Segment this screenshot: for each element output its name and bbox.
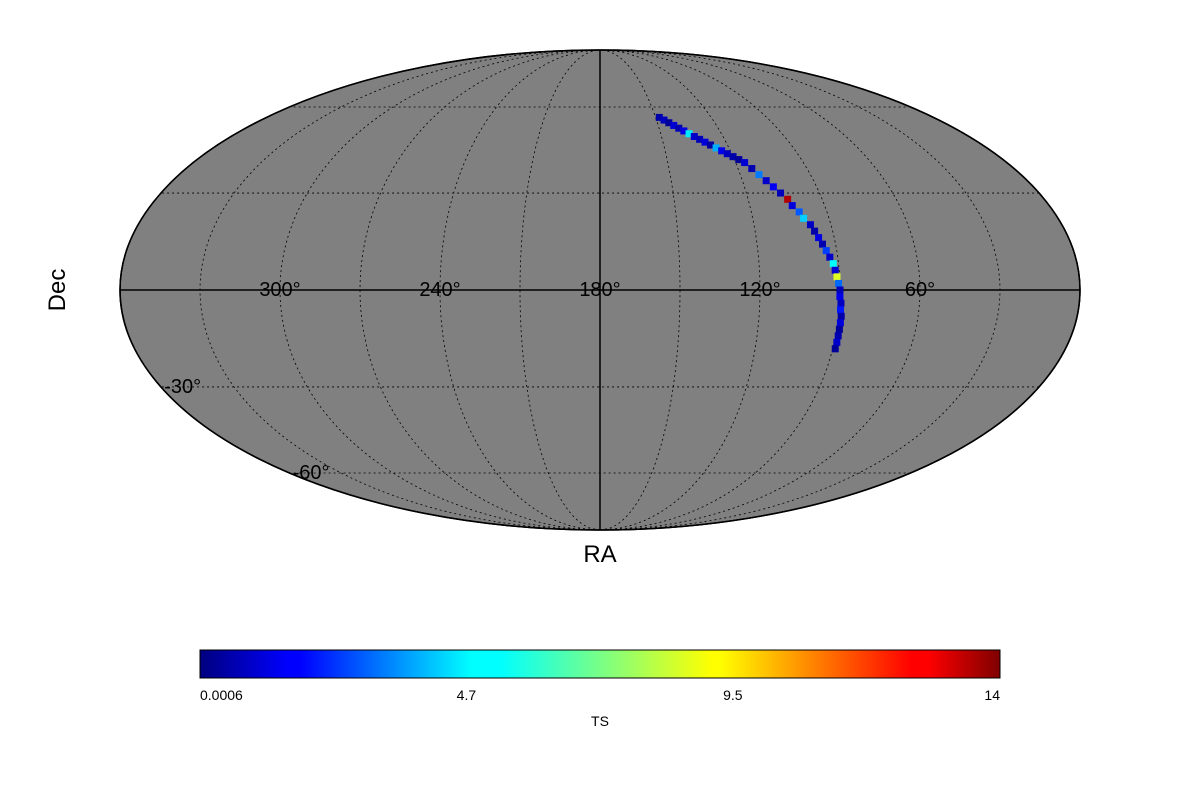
ra-tick-label: 180° — [579, 279, 620, 301]
data-pixel — [835, 280, 842, 287]
data-pixel — [819, 241, 826, 248]
data-pixel — [837, 319, 844, 326]
data-pixel — [796, 208, 803, 215]
colorbar — [200, 650, 1000, 678]
data-pixel — [763, 177, 770, 184]
data-pixel — [837, 306, 844, 313]
data-pixel — [741, 159, 748, 166]
x-axis-label: RA — [583, 541, 616, 568]
y-axis-label: Dec — [44, 269, 71, 312]
dec-tick-label: -30° — [164, 376, 201, 398]
data-pixel — [748, 165, 755, 172]
skymap-chart: 300° 240° 180° 120° 60° -60° -30° RA Dec 0.0006 4.… — [0, 0, 1200, 805]
data-pixel — [826, 254, 833, 261]
ra-tick-label: 300° — [259, 279, 300, 301]
data-pixel — [784, 196, 791, 203]
dec-tick-label: -60° — [293, 462, 330, 484]
data-pixel — [837, 300, 844, 307]
colorbar-label: TS — [591, 713, 609, 729]
data-pixel — [807, 221, 814, 228]
data-pixel — [777, 190, 784, 197]
data-pixel — [830, 260, 837, 267]
data-pixel — [835, 332, 842, 339]
ra-tick-label: 240° — [419, 279, 460, 301]
data-pixel — [815, 234, 822, 241]
data-pixel — [811, 228, 818, 235]
data-pixel — [832, 345, 839, 352]
data-pixel — [800, 215, 807, 222]
data-pixel — [832, 267, 839, 274]
colorbar-tick-label: 14 — [984, 687, 1000, 703]
data-pixel — [770, 183, 777, 190]
data-pixel — [823, 247, 830, 254]
skymap-svg: 300° 240° 180° 120° 60° -60° -30° RA Dec 0.0006 4.… — [0, 0, 1200, 800]
colorbar-tick-label: 9.5 — [723, 687, 743, 703]
data-pixel — [755, 171, 762, 178]
data-pixel — [833, 339, 840, 346]
colorbar-tick-label: 4.7 — [457, 687, 477, 703]
colorbar-tick-label: 0.0006 — [200, 687, 243, 703]
data-pixel — [789, 202, 796, 209]
ra-tick-label: 60° — [905, 279, 935, 301]
data-pixel — [838, 313, 845, 320]
data-pixel — [833, 273, 840, 280]
data-pixel — [836, 326, 843, 333]
data-pixel — [837, 287, 844, 294]
ra-tick-label: 120° — [739, 279, 780, 301]
data-pixel — [836, 293, 843, 300]
